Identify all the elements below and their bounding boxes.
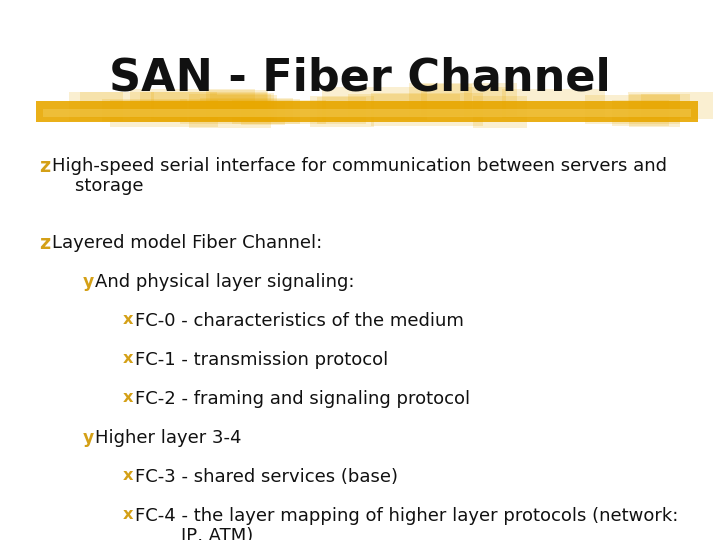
Bar xyxy=(232,100,326,124)
Bar xyxy=(151,92,217,122)
Bar xyxy=(180,99,300,124)
Bar xyxy=(317,97,366,124)
Text: FC-3 - shared services (base): FC-3 - shared services (base) xyxy=(135,468,397,485)
Text: x: x xyxy=(122,390,133,405)
Text: y: y xyxy=(83,273,94,291)
Text: And physical layer signaling:: And physical layer signaling: xyxy=(95,273,354,291)
Text: x: x xyxy=(122,312,133,327)
Bar xyxy=(68,92,123,122)
Text: z: z xyxy=(40,234,50,253)
Text: y: y xyxy=(83,429,94,447)
Text: Layered model Fiber Channel:: Layered model Fiber Channel: xyxy=(52,234,322,252)
Bar xyxy=(323,87,427,120)
Bar xyxy=(420,84,472,116)
Bar xyxy=(464,87,506,117)
Bar xyxy=(628,92,713,119)
Text: FC-1 - transmission protocol: FC-1 - transmission protocol xyxy=(135,351,388,369)
Bar xyxy=(207,90,268,117)
Bar xyxy=(79,92,154,118)
Text: Higher layer 3-4: Higher layer 3-4 xyxy=(95,429,241,447)
Bar xyxy=(503,89,605,118)
Text: SAN - Fiber Channel: SAN - Fiber Channel xyxy=(109,57,611,100)
Bar xyxy=(629,93,680,127)
Bar xyxy=(217,95,276,122)
Bar xyxy=(210,93,274,121)
Text: z: z xyxy=(40,157,50,176)
Bar xyxy=(641,93,690,118)
Bar xyxy=(189,94,271,127)
Bar xyxy=(130,89,255,118)
Text: x: x xyxy=(122,468,133,483)
Bar xyxy=(36,101,698,122)
Bar xyxy=(102,99,187,123)
Bar xyxy=(472,96,527,128)
Bar xyxy=(409,83,517,116)
Bar xyxy=(348,93,460,117)
Bar xyxy=(310,96,374,127)
Bar xyxy=(43,109,691,117)
Bar xyxy=(200,98,293,122)
Bar xyxy=(241,102,285,125)
Text: x: x xyxy=(122,507,133,522)
Text: High-speed serial interface for communication between servers and
    storage: High-speed serial interface for communic… xyxy=(52,157,667,195)
Text: FC-4 - the layer mapping of higher layer protocols (network:
        IP, ATM): FC-4 - the layer mapping of higher layer… xyxy=(135,507,678,540)
Bar xyxy=(140,92,267,117)
Text: FC-2 - framing and signaling protocol: FC-2 - framing and signaling protocol xyxy=(135,390,469,408)
Bar xyxy=(612,99,669,126)
Text: FC-0 - characteristics of the medium: FC-0 - characteristics of the medium xyxy=(135,312,464,330)
Bar xyxy=(585,95,680,124)
Bar xyxy=(110,100,218,127)
Text: x: x xyxy=(122,351,133,366)
Bar xyxy=(372,93,482,126)
